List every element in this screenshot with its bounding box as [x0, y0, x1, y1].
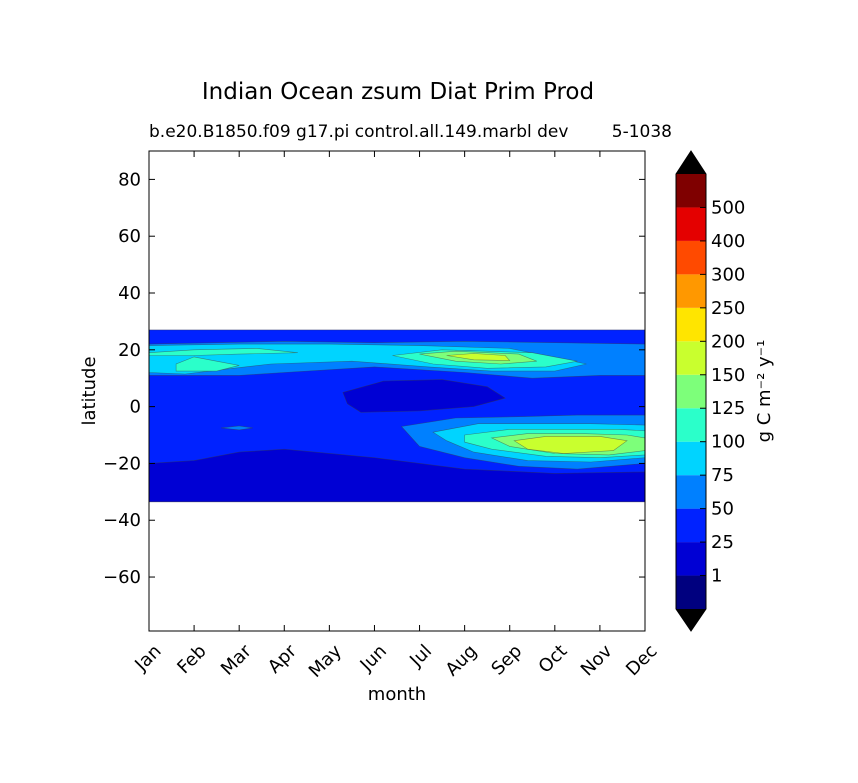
colorbar-outline — [675, 150, 707, 632]
colorbar-tick-label: 400 — [711, 231, 745, 252]
x-tick-label: Mar — [217, 640, 256, 679]
contour-region-nw-coast-100 — [149, 348, 298, 356]
colorbar-segment — [676, 441, 706, 476]
colorbar-extend-over — [676, 151, 706, 174]
x-tick-label: Aug — [442, 641, 482, 681]
contour-fill-group — [149, 329, 645, 503]
x-tick-label: Sep — [487, 641, 526, 680]
colorbar-segment — [676, 341, 706, 375]
colorbar-tick-label: 250 — [711, 298, 745, 319]
colorbar-label: g C m⁻² y⁻¹ — [754, 340, 775, 443]
y-tick-label: 80 — [118, 169, 141, 190]
x-tick-label: Dec — [622, 641, 661, 680]
colorbar-segment — [676, 542, 706, 576]
colorbar-segment — [676, 475, 706, 509]
plot-frame — [148, 150, 646, 632]
colorbar-tick-label: 100 — [711, 432, 745, 453]
contour-region-south-bloom-150 — [513, 436, 628, 454]
y-tick-label: 0 — [130, 397, 141, 418]
x-tick-label: Jan — [130, 641, 165, 676]
y-tick-label: 20 — [118, 340, 141, 361]
x-tick-label: Oct — [535, 641, 572, 678]
y-tick-label: −60 — [103, 567, 141, 588]
contour-region-south-deep — [149, 448, 645, 503]
y-tick-label: 60 — [118, 226, 141, 247]
colorbar-tick-label: 200 — [711, 331, 745, 352]
colorbar-segment — [676, 274, 706, 308]
chart-title: Indian Ocean zsum Diat Prim Prod — [202, 79, 594, 105]
colorbar-tick-label: 1 — [711, 566, 722, 587]
y-tick-label: −40 — [103, 510, 141, 531]
colorbar-tick-label: 50 — [711, 499, 734, 520]
x-tick-label: Jun — [356, 641, 391, 676]
contour-region-north-band-100 — [175, 356, 240, 372]
colorbar-tick-label: 500 — [711, 197, 745, 218]
contour-region-central-low — [342, 379, 506, 413]
colorbar-tick-label: 75 — [711, 465, 734, 486]
x-axis-label: month — [368, 684, 426, 705]
colorbar-segment — [676, 240, 706, 275]
x-tick-label: Feb — [173, 641, 210, 678]
colorbar-segment — [676, 374, 706, 409]
colorbar-segment — [676, 207, 706, 241]
colorbar-tick-label: 25 — [711, 532, 734, 553]
colorbar-segment — [676, 408, 706, 442]
colorbar-extend-under — [676, 609, 706, 631]
contour-region-lat-8-patch — [221, 425, 253, 431]
x-tick-label: Jul — [405, 641, 436, 672]
contour-region-north-band-150 — [446, 353, 511, 361]
chart-subtitle-left: b.e20.B1850.f09 g17.pi control.all.149.m… — [149, 122, 568, 142]
chart-subtitle-right: 5-1038 — [612, 122, 672, 142]
colorbar-segment — [676, 508, 706, 543]
colorbar-tick-label: 125 — [711, 398, 745, 419]
y-axis-label: latitude — [79, 356, 100, 425]
colorbar-segment — [676, 307, 706, 342]
y-tick-label: −20 — [103, 453, 141, 474]
x-tick-label: Apr — [264, 640, 301, 677]
colorbar-segment — [676, 575, 706, 609]
y-tick-label: 40 — [118, 283, 141, 304]
colorbar-tick-label: 150 — [711, 365, 745, 386]
x-tick-label: May — [305, 640, 346, 681]
colorbar-segment — [676, 174, 706, 208]
x-tick-label: Nov — [577, 640, 617, 680]
y-axis-ticks: 80 60 40 20 0 −20 −40 −60 — [103, 169, 645, 588]
colorbar-tick-label: 300 — [711, 264, 745, 285]
